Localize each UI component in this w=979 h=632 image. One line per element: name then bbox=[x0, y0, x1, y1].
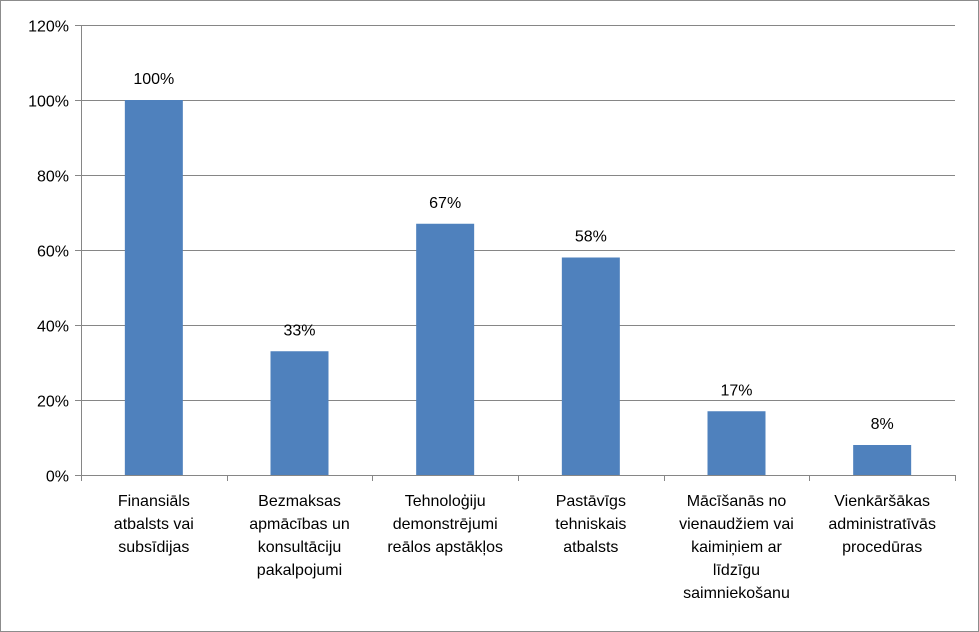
data-label: 8% bbox=[871, 416, 894, 433]
axes bbox=[75, 25, 956, 481]
data-labels: 100% 33% 67% 58% 17% 8% bbox=[133, 71, 893, 433]
y-tick-label: 0% bbox=[46, 469, 69, 486]
category-label-line: atbalsts bbox=[563, 539, 618, 556]
bar bbox=[270, 351, 329, 475]
data-label: 67% bbox=[429, 195, 461, 212]
category-label-line: apmācības un bbox=[249, 516, 350, 533]
category-label: Mācīšanās no vienaudžiem vai kaimiņiem ar l… bbox=[679, 493, 794, 602]
category-label: Finansiāls atbalsts vai subsīdijas bbox=[114, 493, 194, 556]
bars bbox=[124, 100, 912, 475]
category-label-line: procedūras bbox=[842, 539, 922, 556]
category-label-line: administratīvās bbox=[828, 516, 936, 533]
category-label-line: tehniskais bbox=[555, 516, 626, 533]
category-labels: Finansiāls atbalsts vai subsīdijas Bezmaksa… bbox=[114, 492, 936, 602]
category-label-line: Pastāvīgs bbox=[556, 493, 626, 510]
category-label-line: Bezmaksas bbox=[258, 493, 341, 510]
data-label: 33% bbox=[283, 322, 315, 339]
category-label-line: saimniekošanu bbox=[683, 585, 790, 602]
y-tick-label: 100% bbox=[28, 94, 69, 111]
data-label: 17% bbox=[720, 382, 752, 399]
category-label-line: Vienkāršākas bbox=[834, 493, 930, 510]
category-label-line: reālos apstākļos bbox=[387, 539, 503, 556]
y-tick-labels: 0% 20% 40% 60% 80% 100% 120% bbox=[28, 19, 69, 486]
y-tick-label: 80% bbox=[37, 169, 69, 186]
category-label-line: atbalsts vai bbox=[114, 516, 194, 533]
bar bbox=[124, 100, 183, 475]
y-tick-label: 20% bbox=[37, 394, 69, 411]
category-label: Bezmaksas apmācības un konsultāciju pakalpo… bbox=[249, 493, 350, 579]
y-tick-label: 120% bbox=[28, 19, 69, 36]
category-label-line: konsultāciju bbox=[258, 539, 342, 556]
category-label: Vienkāršākas administratīvās procedūras bbox=[828, 493, 936, 556]
y-tick-label: 60% bbox=[37, 244, 69, 261]
category-label-line: vienaudžiem vai bbox=[679, 516, 794, 533]
bar bbox=[416, 223, 475, 475]
category-label-line: kaimiņiem ar bbox=[691, 539, 782, 556]
category-label-line: pakalpojumi bbox=[257, 562, 342, 579]
category-label: Pastāvīgs tehniskais atbalsts bbox=[555, 493, 626, 556]
bar bbox=[561, 257, 620, 475]
category-label-line: Finansiāls bbox=[118, 493, 190, 510]
category-label-line: līdzīgu bbox=[713, 562, 760, 579]
bar bbox=[853, 445, 912, 475]
bar bbox=[707, 411, 766, 475]
category-label-line: demonstrējumi bbox=[393, 516, 498, 533]
y-tick-label: 40% bbox=[37, 319, 69, 336]
category-label: Tehnoloģiju demonstrējumi reālos apstākļos bbox=[387, 492, 503, 556]
data-label: 100% bbox=[133, 71, 174, 88]
gridlines bbox=[81, 25, 955, 401]
data-label: 58% bbox=[575, 229, 607, 246]
category-label-line: subsīdijas bbox=[118, 539, 189, 556]
category-label-line: Tehnoloģiju bbox=[405, 492, 486, 510]
category-label-line: Mācīšanās no bbox=[687, 493, 787, 510]
